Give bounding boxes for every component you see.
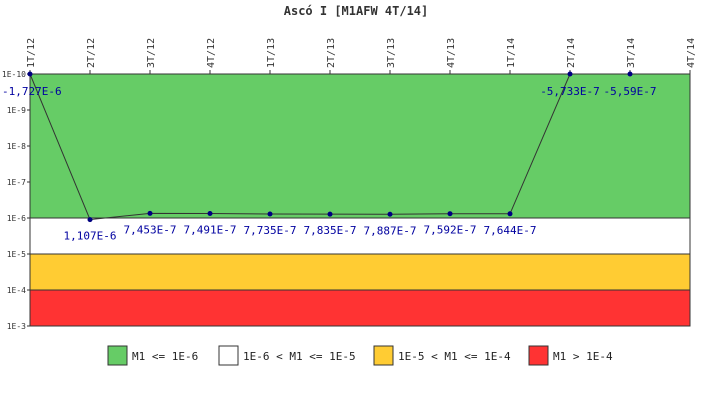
data-label: 7,835E-7 bbox=[304, 224, 357, 237]
data-point bbox=[507, 211, 513, 217]
x-tick-label: 2T/14 bbox=[566, 38, 577, 68]
band-0 bbox=[30, 74, 690, 218]
plot-border bbox=[29, 73, 691, 327]
legend: M1 <= 1E-6 1E-6 < M1 <= 1E-5 1E-5 < M1 <= … bbox=[107, 345, 613, 366]
x-tick-label: 3T/14 bbox=[626, 38, 637, 68]
x-tick-label: 4T/13 bbox=[446, 38, 457, 68]
band-3 bbox=[30, 290, 690, 326]
y-tick-label: 1E-8 bbox=[7, 142, 26, 151]
data-point bbox=[147, 210, 153, 216]
data-point bbox=[567, 71, 573, 77]
x-tick-label: 1T/13 bbox=[266, 38, 277, 68]
data-label: 7,644E-7 bbox=[484, 224, 537, 237]
y-tick-label: 1E-6 bbox=[7, 214, 26, 223]
y-tick-label: 1E-4 bbox=[7, 286, 26, 295]
data-point bbox=[207, 210, 213, 216]
plot-bands bbox=[30, 74, 690, 326]
y-tick-label: 1E-7 bbox=[7, 178, 26, 187]
chart-title: Ascó I [M1AFW 4T/14] bbox=[284, 4, 429, 18]
data-point bbox=[327, 211, 333, 217]
data-label: 7,453E-7 bbox=[124, 223, 177, 236]
x-axis-ticks: 1T/12 2T/12 3T/12 4T/12 1T/13 2T/13 3T/13 4T/13… bbox=[26, 38, 697, 74]
data-label: 7,592E-7 bbox=[424, 224, 477, 237]
data-label: 7,491E-7 bbox=[184, 223, 237, 236]
data-point bbox=[87, 217, 93, 223]
data-label: -1,727E-6 bbox=[2, 85, 62, 98]
data-point bbox=[387, 211, 393, 217]
x-tick-label: 4T/14 bbox=[686, 38, 697, 68]
legend-label: M1 > 1E-4 bbox=[553, 350, 613, 363]
y-tick-label: 1E-10 bbox=[2, 70, 26, 79]
data-label: 1,107E-6 bbox=[64, 230, 117, 243]
data-point bbox=[27, 71, 33, 77]
x-tick-label: 3T/13 bbox=[386, 38, 397, 68]
band-2 bbox=[30, 254, 690, 290]
x-tick-label: 1T/12 bbox=[26, 38, 37, 68]
y-tick-label: 1E-5 bbox=[7, 250, 26, 259]
data-label: -5,733E-7 bbox=[540, 85, 600, 98]
x-tick-label: 2T/12 bbox=[86, 38, 97, 68]
x-tick-label: 2T/13 bbox=[326, 38, 337, 68]
legend-label: M1 <= 1E-6 bbox=[132, 350, 198, 363]
x-tick-label: 1T/14 bbox=[506, 38, 517, 68]
data-series: -1,727E-6 1,107E-6 7,453E-7 7,491E-7 7,735E-… bbox=[2, 71, 657, 243]
y-axis-ticks: 1E-10 1E-9 1E-8 1E-7 1E-6 1E-5 1E-4 1E-3 bbox=[2, 70, 30, 331]
y-tick-label: 1E-3 bbox=[7, 322, 26, 331]
data-point bbox=[627, 71, 633, 77]
legend-swatch bbox=[107, 345, 128, 366]
legend-swatch bbox=[218, 345, 239, 366]
legend-label: 1E-5 < M1 <= 1E-4 bbox=[398, 350, 511, 363]
data-label: 7,887E-7 bbox=[364, 224, 417, 237]
x-tick-label: 3T/12 bbox=[146, 38, 157, 68]
legend-swatch bbox=[373, 345, 394, 366]
data-point bbox=[447, 211, 453, 217]
data-label: -5,59E-7 bbox=[604, 85, 657, 98]
band-1 bbox=[30, 218, 690, 254]
y-tick-label: 1E-9 bbox=[7, 106, 26, 115]
x-tick-label: 4T/12 bbox=[206, 38, 217, 68]
legend-swatch bbox=[528, 345, 549, 366]
data-point bbox=[267, 211, 273, 217]
data-label: 7,735E-7 bbox=[244, 224, 297, 237]
legend-label: 1E-6 < M1 <= 1E-5 bbox=[243, 350, 356, 363]
